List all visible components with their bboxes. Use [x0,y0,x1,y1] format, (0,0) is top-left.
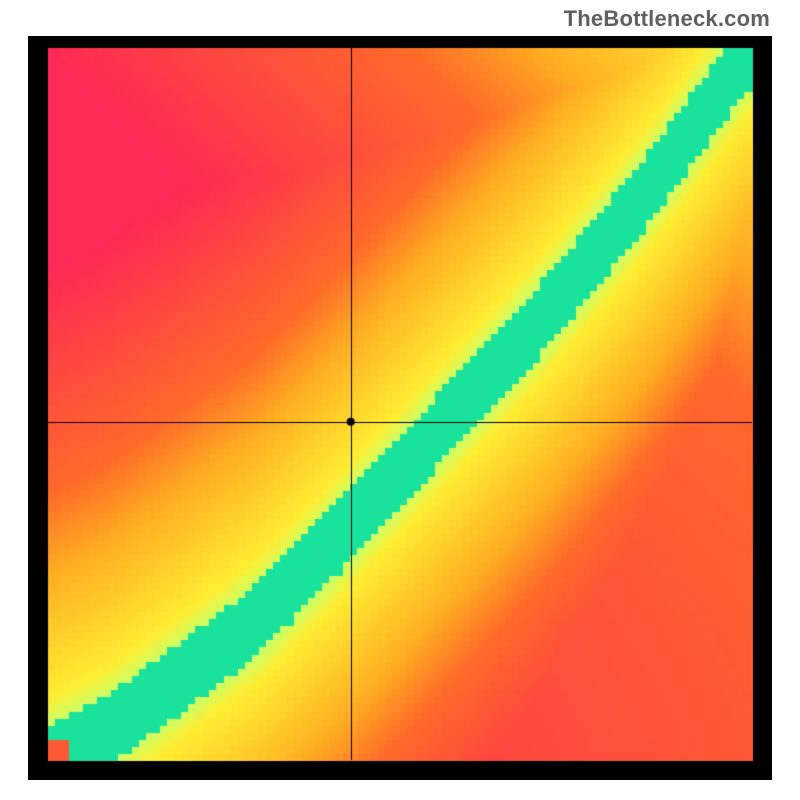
chart-container: TheBottleneck.com [0,0,800,800]
chart-frame [28,36,772,780]
heatmap-canvas [28,36,772,780]
watermark-text: TheBottleneck.com [564,6,770,32]
